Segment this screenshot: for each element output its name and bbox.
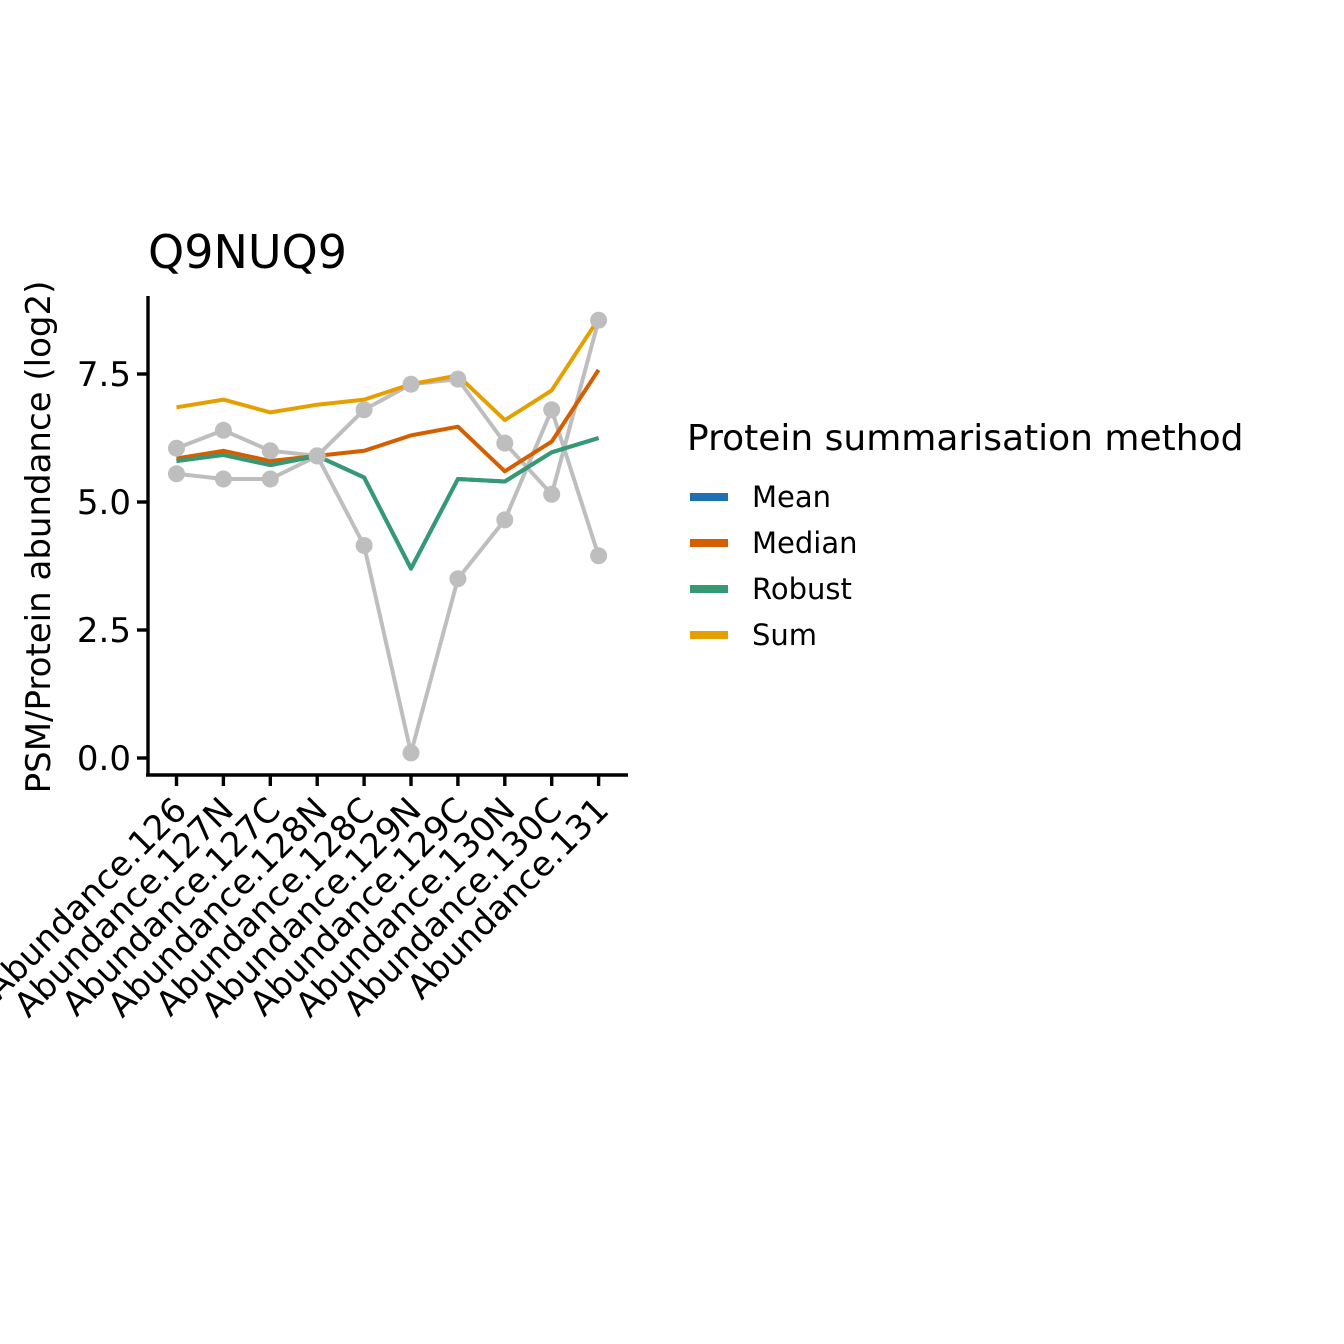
y-tick-label: 0.0 — [77, 739, 131, 779]
psm-point-2-4 — [308, 447, 326, 465]
plot-area — [168, 311, 608, 762]
psm-point-1-5 — [355, 401, 373, 419]
psm-point-2-3 — [261, 470, 279, 488]
psm-point-2-2 — [214, 470, 232, 488]
series-line-sum — [176, 317, 601, 423]
psm-point-1-8 — [496, 434, 514, 452]
psm-point-1-7 — [449, 370, 467, 388]
legend-title: Protein summarisation method — [687, 418, 1243, 459]
y-axis-title: PSM/Protein abundance (log2) — [19, 281, 59, 794]
psm-point-2-6 — [402, 744, 420, 762]
series-line-median — [176, 368, 601, 474]
psm-point-2-5 — [355, 537, 373, 554]
series-line-robust — [176, 436, 600, 571]
y-tick-label: 2.5 — [77, 611, 131, 651]
legend-label-median: Median — [752, 526, 857, 560]
psm-point-2-1 — [168, 465, 185, 483]
psm-line-1 — [175, 319, 601, 497]
psm-point-1-2 — [214, 421, 232, 439]
y-tick-label: 5.0 — [77, 483, 131, 523]
psm-point-1-9 — [543, 485, 561, 503]
chart-title: Q9NUQ9 — [148, 225, 347, 279]
psm-point-2-10 — [590, 547, 608, 565]
legend-label-sum: Sum — [752, 618, 817, 652]
psm-point-2-8 — [496, 511, 514, 529]
y-tick-label: 7.5 — [77, 355, 131, 395]
psm-point-2-7 — [449, 570, 467, 588]
psm-point-2-9 — [543, 401, 561, 419]
legend-label-mean: Mean — [752, 480, 831, 514]
psm-point-1-3 — [261, 442, 279, 460]
legend: Protein summarisation method Mean Median R… — [687, 418, 1243, 652]
psm-point-1-6 — [402, 375, 420, 393]
psm-point-1-1 — [168, 439, 185, 457]
psm-point-1-10 — [590, 311, 608, 329]
legend-label-robust: Robust — [752, 572, 852, 606]
